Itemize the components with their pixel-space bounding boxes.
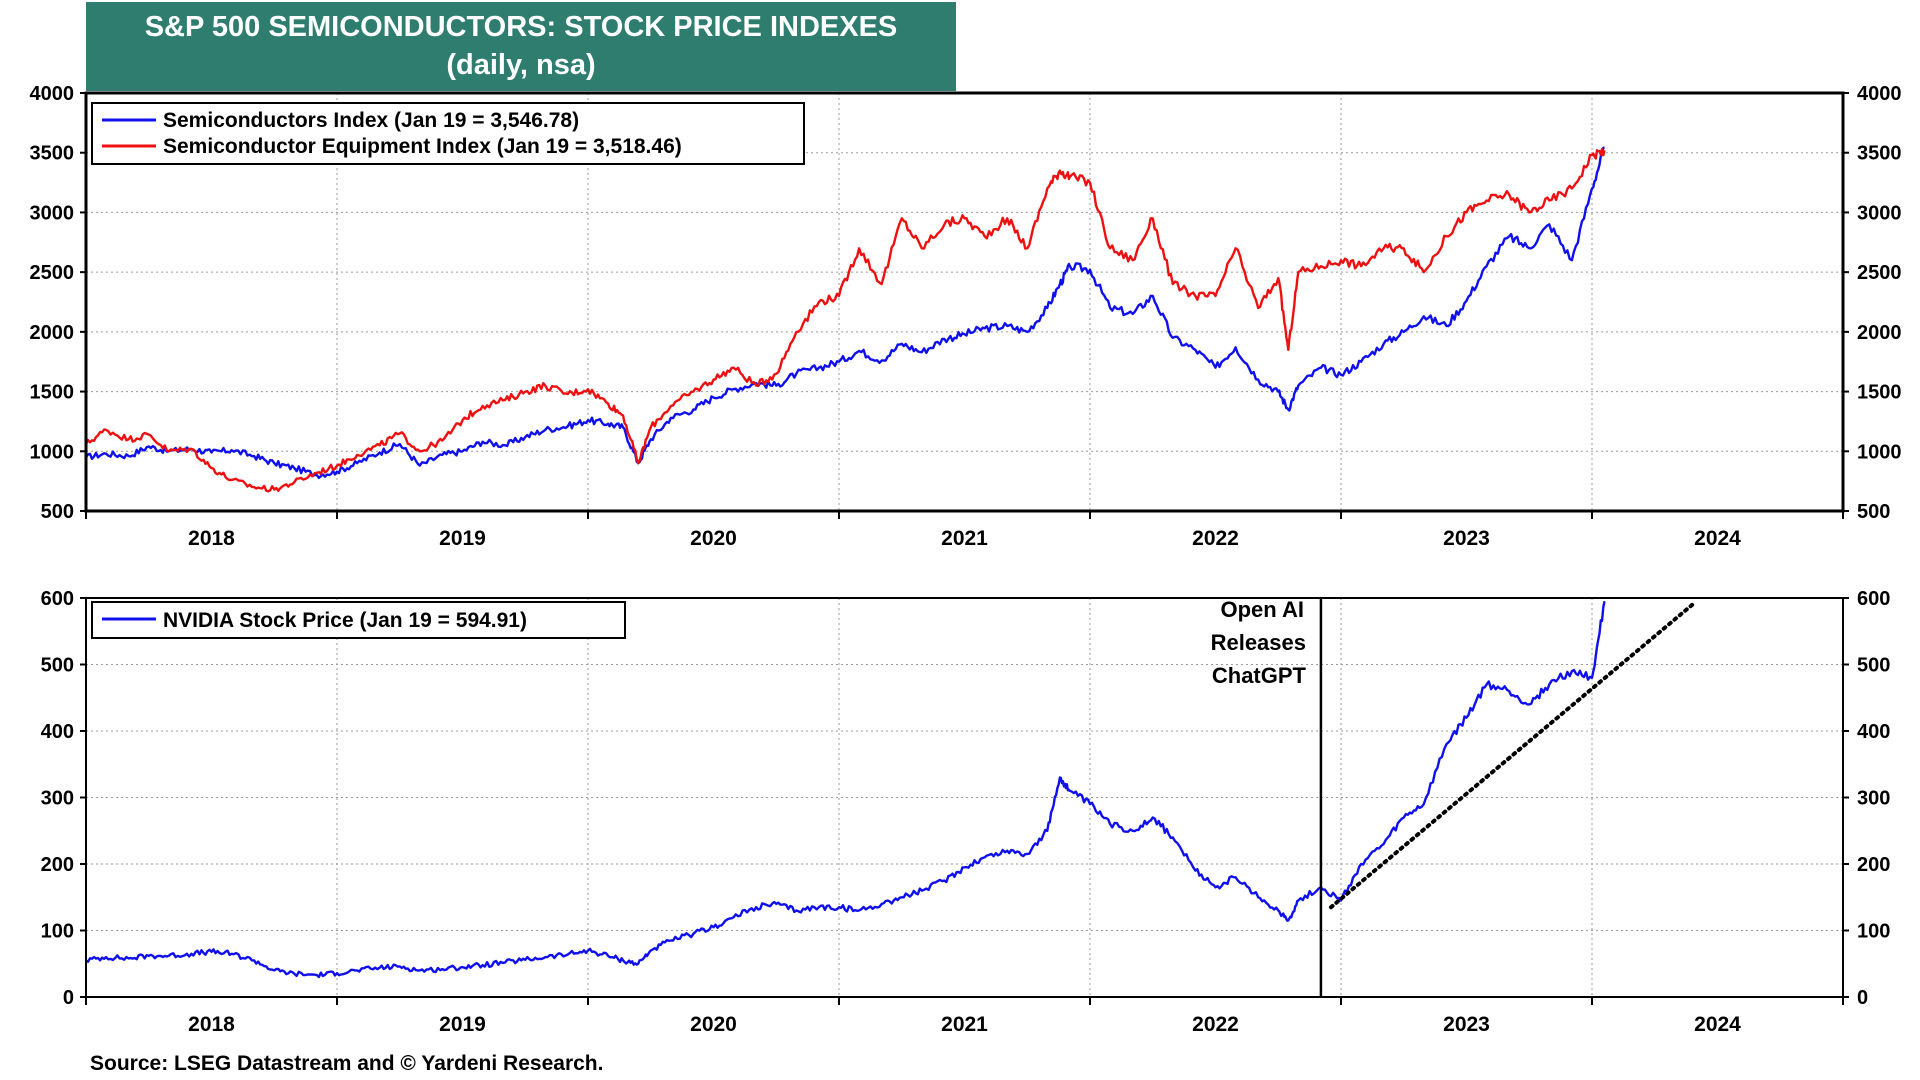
x-tick-label: 2024 (1694, 527, 1741, 550)
x-tick-label: 2018 (188, 1013, 235, 1036)
y-tick-label-right: 200 (1857, 854, 1890, 876)
top-y-axis-left: 500 1000 1500 2000 2500 3000 3500 4000 (30, 83, 86, 523)
chatgpt-annotation: Open AI Releases ChatGPT (1211, 597, 1307, 688)
x-tick-label: 2023 (1443, 527, 1490, 550)
series-line-red (84, 147, 1606, 493)
y-tick-label-left: 500 (41, 655, 74, 677)
chart-title-banner: S&P 500 SEMICONDUCTORS: STOCK PRICE INDE… (86, 2, 956, 91)
y-tick-label-right: 2000 (1857, 322, 1902, 344)
top-chart-panel: 500 1000 1500 2000 2500 3000 3500 4000 500 1000 1… (30, 83, 1902, 550)
y-tick-label-left: 3000 (30, 202, 75, 224)
source-note: Source: LSEG Datastream and © Yardeni Re… (90, 1052, 603, 1075)
bottom-plot-frame (85, 597, 1844, 998)
x-tick-label: 2019 (439, 527, 486, 550)
y-tick-label-right: 2500 (1857, 262, 1902, 284)
x-tick-label: 2023 (1443, 1013, 1490, 1036)
y-tick-label-left: 1000 (30, 441, 75, 463)
bottom-y-axis-left: 0 100 200 300 400 500 600 (41, 588, 86, 1009)
bottom-legend: NVIDIA Stock Price (Jan 19 = 594.91) (91, 601, 626, 639)
y-tick-label-right: 400 (1857, 721, 1890, 743)
y-tick-label-right: 4000 (1857, 83, 1902, 105)
y-tick-label-left: 500 (41, 501, 74, 523)
y-tick-label-left: 600 (41, 588, 74, 610)
top-legend-box (91, 102, 805, 165)
top-plot-frame (84, 91, 1845, 513)
bottom-gridlines (86, 598, 1843, 997)
x-tick-label: 2022 (1192, 1013, 1239, 1036)
legend-label-nvidia: NVIDIA Stock Price (Jan 19 = 594.91) (163, 609, 527, 632)
y-tick-label-left: 400 (41, 721, 74, 743)
chart-title: S&P 500 SEMICONDUCTORS: STOCK PRICE INDE… (144, 11, 898, 43)
trend-dotted-line (1328, 602, 1695, 910)
annotation-line-3: ChatGPT (1212, 663, 1307, 688)
annotation-line-1: Open AI (1220, 597, 1304, 622)
y-tick-label-left: 2500 (30, 262, 75, 284)
x-tick-label: 2020 (690, 1013, 737, 1036)
x-tick-label: 2021 (941, 1013, 988, 1036)
chart-subtitle: (daily, nsa) (446, 49, 596, 81)
x-tick-label: 2019 (439, 1013, 486, 1036)
legend-label-semiconductors: Semiconductors Index (Jan 19 = 3,546.78) (163, 109, 579, 132)
y-tick-label-right: 3500 (1857, 143, 1902, 165)
bottom-x-axis: 2018 2019 2020 2021 2022 2023 2024 (85, 997, 1844, 1036)
y-tick-label-left: 4000 (30, 83, 75, 105)
bottom-series-group (85, 598, 1695, 997)
y-tick-label-right: 600 (1857, 588, 1890, 610)
series-line-blue (85, 146, 1605, 480)
x-tick-label: 2018 (188, 527, 235, 550)
top-x-axis: 2018 2019 2020 2021 2022 2023 2024 (85, 511, 1844, 550)
y-tick-label-right: 0 (1857, 987, 1868, 1009)
y-tick-label-right: 300 (1857, 788, 1890, 810)
top-legend: Semiconductors Index (Jan 19 = 3,546.78)… (91, 102, 805, 165)
x-tick-label: 2024 (1694, 1013, 1741, 1036)
x-tick-label: 2020 (690, 527, 737, 550)
y-tick-label-left: 300 (41, 788, 74, 810)
bottom-legend-box (91, 601, 626, 639)
y-tick-label-right: 1000 (1857, 441, 1902, 463)
y-tick-label-left: 100 (41, 921, 74, 943)
y-tick-label-right: 1500 (1857, 382, 1902, 404)
y-tick-label-left: 1500 (30, 382, 75, 404)
y-tick-label-left: 0 (63, 987, 74, 1009)
y-tick-label-right: 3000 (1857, 202, 1902, 224)
top-y-axis-right: 500 1000 1500 2000 2500 3000 3500 4000 (1843, 83, 1902, 523)
y-tick-label-left: 200 (41, 854, 74, 876)
y-tick-label-right: 100 (1857, 921, 1890, 943)
y-tick-label-left: 2000 (30, 322, 75, 344)
y-tick-label-right: 500 (1857, 655, 1890, 677)
bottom-y-axis-right: 0 100 200 300 400 500 600 (1843, 588, 1890, 1009)
series-line-blue (85, 601, 1606, 979)
legend-label-equipment: Semiconductor Equipment Index (Jan 19 = … (163, 135, 682, 158)
annotation-line-2: Releases (1211, 630, 1306, 655)
y-tick-label-right: 500 (1857, 501, 1890, 523)
x-tick-label: 2022 (1192, 527, 1239, 550)
top-series-group (84, 146, 1606, 493)
x-tick-label: 2021 (941, 527, 988, 550)
y-tick-label-left: 3500 (30, 143, 75, 165)
